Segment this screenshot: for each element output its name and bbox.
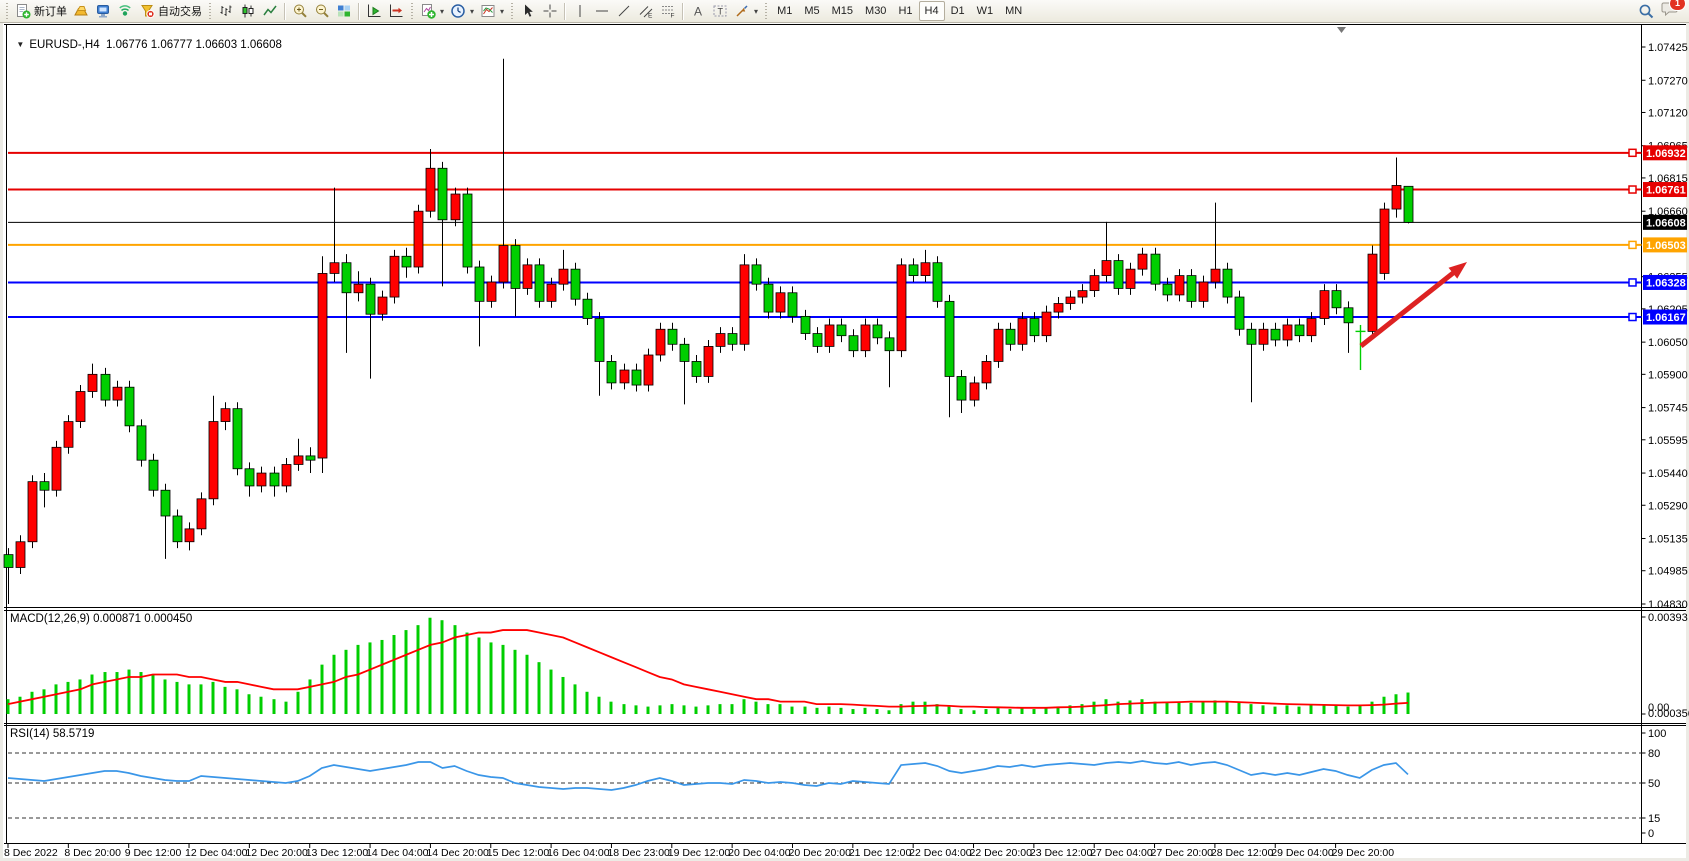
toolbar-grip[interactable] — [510, 3, 515, 19]
text-label-icon: T — [713, 5, 727, 17]
fibonacci-icon: F — [662, 6, 675, 20]
periods-dropdown[interactable]: ▾ — [470, 6, 475, 16]
arrow-objects-icon — [736, 5, 748, 17]
toolbar-grip[interactable] — [764, 3, 769, 19]
timeframe-m15[interactable]: M15 — [831, 5, 854, 17]
crosshair-icon — [543, 4, 557, 18]
timeframe-w1[interactable]: W1 — [976, 5, 994, 17]
toolbar-separator — [358, 2, 360, 20]
timeframe-m5[interactable]: M5 — [804, 5, 820, 17]
auto-scroll-button[interactable] — [363, 1, 385, 21]
svg-text:E: E — [648, 13, 653, 20]
zoom-in-icon — [294, 4, 307, 18]
new-order-label: 新订单 — [34, 6, 67, 18]
signals-button[interactable] — [114, 1, 136, 21]
toolbar: 新订单 自动交易 ▾ ▾ — [0, 0, 1689, 23]
cursor-button[interactable] — [517, 1, 539, 21]
trendline-button[interactable] — [613, 1, 635, 21]
vertical-line-icon — [579, 5, 581, 17]
periods-button[interactable]: ▾ — [447, 1, 477, 21]
channel-button[interactable]: E — [635, 1, 657, 21]
hosting-button[interactable] — [92, 1, 114, 21]
zoom-out-button[interactable] — [311, 1, 333, 21]
text-label-button[interactable]: T — [709, 1, 731, 21]
new-order-button[interactable]: 新订单 — [12, 1, 70, 21]
svg-text:A: A — [694, 5, 702, 19]
clock-icon — [451, 4, 465, 18]
templates-dropdown[interactable]: ▾ — [500, 6, 505, 16]
chart-window[interactable] — [3, 23, 1686, 858]
timeframe-m1[interactable]: M1 — [777, 5, 793, 17]
timeframe-h1[interactable]: H1 — [898, 5, 913, 17]
chart-expander-icon[interactable]: ▼ — [16, 40, 25, 49]
gold-ingot-icon — [74, 6, 88, 16]
autotrading-button[interactable]: 自动交易 — [136, 1, 205, 21]
timeframe-group: M1 M5 M15 M30 H1 H4 D1 W1 MN — [771, 1, 1028, 21]
toolbar-separator — [284, 2, 286, 20]
horizontal-line-button[interactable] — [591, 1, 613, 21]
autotrading-label: 自动交易 — [158, 6, 202, 18]
chat-button[interactable]: 1 — [1661, 0, 1686, 22]
macd-indicator-label: MACD(12,26,9) 0.000871 0.000450 — [10, 613, 193, 625]
bar-chart-icon — [220, 5, 232, 16]
trendline-icon — [618, 5, 630, 17]
toolbar-grip[interactable] — [410, 3, 414, 19]
timeframe-m30[interactable]: M30 — [865, 5, 887, 17]
toolbar-separator — [564, 2, 567, 20]
crosshair-button[interactable] — [539, 1, 561, 21]
timeframe-d1[interactable]: D1 — [950, 5, 965, 17]
toolbar-separator — [682, 2, 685, 20]
chart-ohlc-values: 1.06776 1.06777 1.06603 1.06608 — [106, 39, 282, 51]
rsi-indicator-label: RSI(14) 58.5719 — [10, 728, 95, 740]
text-button[interactable]: A — [687, 1, 709, 21]
search-icon[interactable] — [1638, 3, 1655, 20]
toolbar-right: 1 — [1638, 0, 1689, 22]
timeframe-h4[interactable]: H4 — [918, 1, 945, 21]
bar-chart-button[interactable] — [215, 1, 237, 21]
candlestick-chart-button[interactable] — [237, 1, 259, 21]
tile-windows-button[interactable] — [333, 1, 355, 21]
virtual-hosting-icon — [97, 5, 109, 18]
fibonacci-button[interactable]: F — [657, 1, 679, 21]
new-order-icon — [17, 4, 31, 19]
chart-title: ▼ EURUSD-,H4 1.06776 1.06777 1.06603 1.06… — [10, 27, 282, 51]
autotrading-icon — [141, 5, 155, 19]
templates-icon — [481, 5, 495, 17]
line-chart-icon — [263, 5, 277, 16]
zoom-in-button[interactable] — [289, 1, 311, 21]
line-chart-button[interactable] — [259, 1, 281, 21]
tile-windows-icon — [338, 5, 350, 17]
equidistant-channel-icon: E — [639, 6, 653, 20]
indicators-add-icon — [422, 4, 436, 19]
arrows-dropdown[interactable]: ▾ — [754, 6, 759, 16]
timeframe-mn[interactable]: MN — [1005, 5, 1023, 17]
cursor-icon — [525, 4, 533, 17]
templates-button[interactable]: ▾ — [477, 1, 507, 21]
candlestick-chart-icon — [242, 4, 254, 18]
toolbar-grip[interactable] — [208, 3, 212, 19]
chart-shift-icon — [390, 4, 403, 17]
arrows-button[interactable]: ▾ — [731, 1, 761, 21]
svg-text:F: F — [671, 13, 675, 20]
gold-button[interactable] — [70, 1, 92, 21]
notification-badge: 1 — [1669, 0, 1686, 11]
horizontal-line-icon — [596, 10, 609, 12]
svg-text:T: T — [718, 7, 724, 17]
vertical-line-button[interactable] — [569, 1, 591, 21]
signals-icon — [119, 5, 131, 16]
chart-shift-button[interactable] — [385, 1, 407, 21]
zoom-out-icon — [316, 4, 329, 18]
indicators-button[interactable]: ▾ — [417, 1, 447, 21]
auto-scroll-icon — [368, 4, 381, 17]
toolbar-grip[interactable] — [5, 3, 9, 19]
indicators-dropdown[interactable]: ▾ — [440, 6, 445, 16]
text-icon: A — [694, 5, 702, 19]
chart-symbol-period: EURUSD-,H4 — [29, 39, 100, 51]
